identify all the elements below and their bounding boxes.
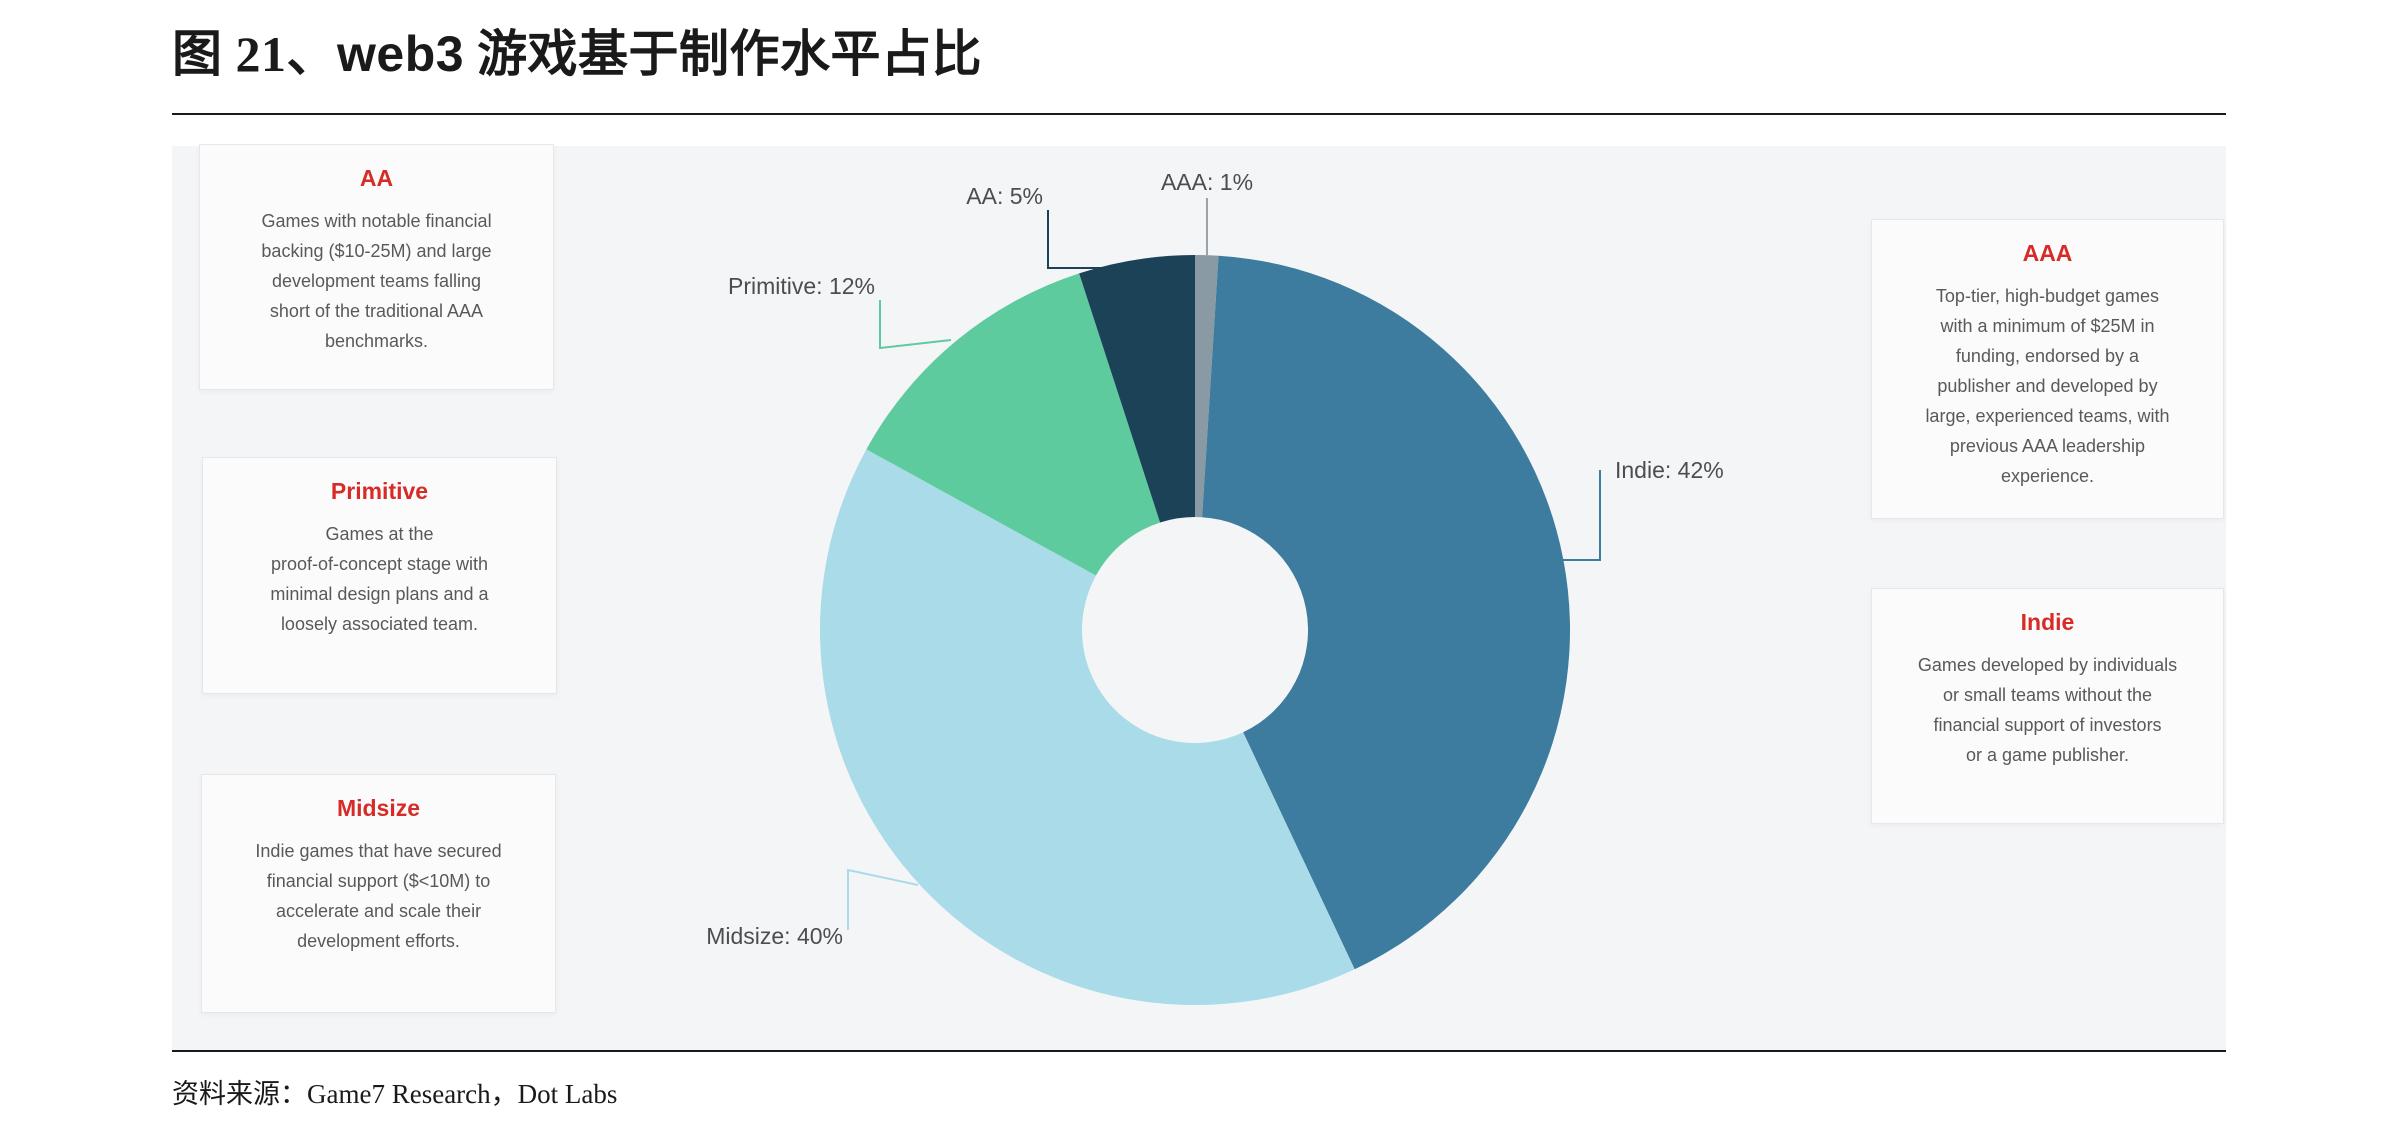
svg-text:Primitive: 12%: Primitive: 12% <box>728 273 875 299</box>
svg-text:AAA: 1%: AAA: 1% <box>1161 169 1253 195</box>
svg-text:Indie: 42%: Indie: 42% <box>1615 457 1724 483</box>
svg-text:Midsize: 40%: Midsize: 40% <box>706 923 843 949</box>
svg-text:AA: 5%: AA: 5% <box>966 183 1043 209</box>
